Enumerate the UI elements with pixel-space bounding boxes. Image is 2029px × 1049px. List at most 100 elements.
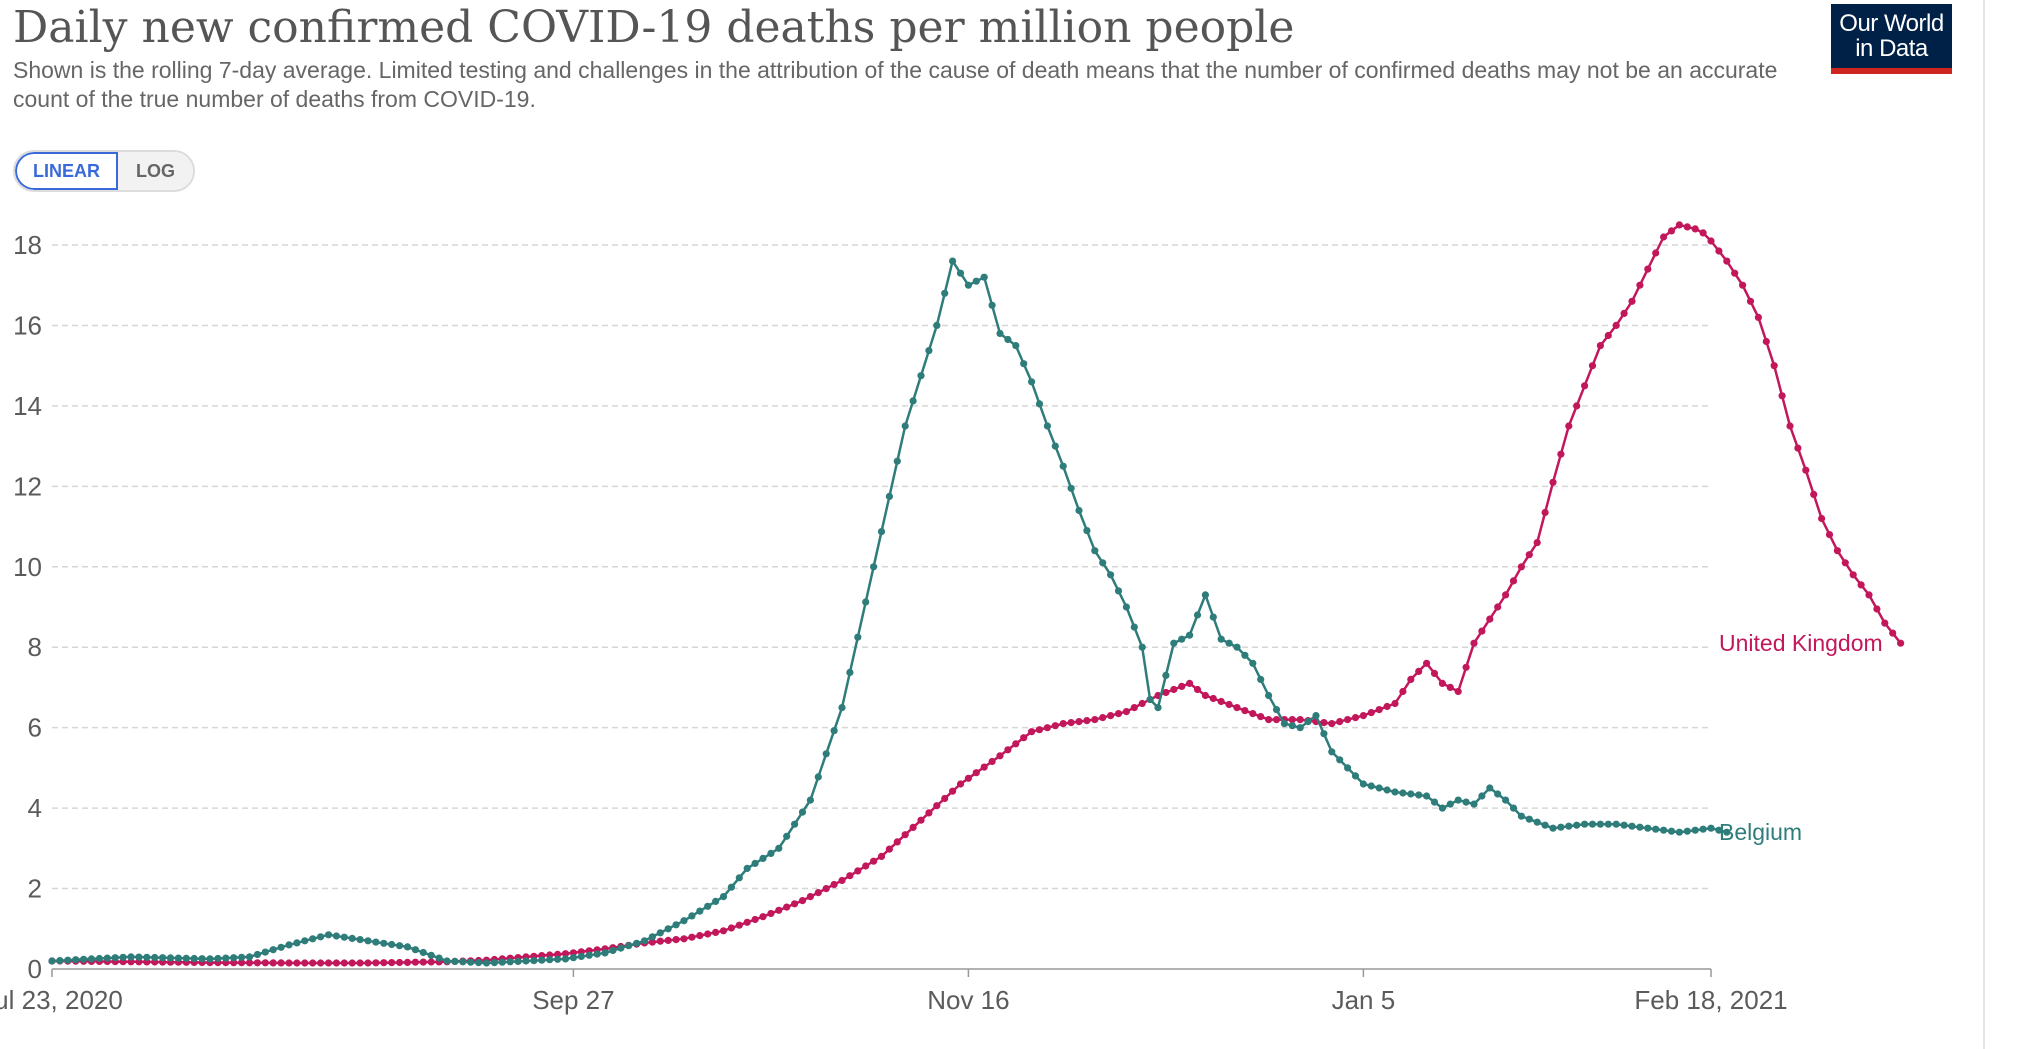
data-point[interactable] xyxy=(309,959,317,967)
data-point[interactable] xyxy=(1320,730,1328,738)
data-point[interactable] xyxy=(1573,402,1581,410)
data-point[interactable] xyxy=(1541,508,1549,517)
data-point[interactable] xyxy=(1383,786,1391,794)
data-point[interactable] xyxy=(751,859,759,868)
data-point[interactable] xyxy=(1502,796,1510,804)
data-point[interactable] xyxy=(1818,514,1826,523)
data-point[interactable] xyxy=(798,808,807,816)
data-point[interactable] xyxy=(1478,627,1486,635)
data-point[interactable] xyxy=(1391,788,1399,796)
data-point[interactable] xyxy=(893,457,901,465)
data-point[interactable] xyxy=(206,955,214,963)
data-point[interactable] xyxy=(561,955,570,963)
data-point[interactable] xyxy=(1099,559,1107,567)
data-point[interactable] xyxy=(1573,821,1581,829)
data-point[interactable] xyxy=(870,563,878,571)
data-point[interactable] xyxy=(332,959,340,967)
data-point[interactable] xyxy=(490,959,498,967)
data-point[interactable] xyxy=(1454,687,1462,696)
data-point[interactable] xyxy=(893,838,901,846)
data-point[interactable] xyxy=(1715,826,1723,834)
data-point[interactable] xyxy=(1533,539,1541,547)
data-point[interactable] xyxy=(1470,639,1478,647)
data-point[interactable] xyxy=(238,953,246,961)
data-point[interactable] xyxy=(798,897,807,905)
data-point[interactable] xyxy=(1375,784,1383,792)
data-point[interactable] xyxy=(1715,247,1723,255)
data-point[interactable] xyxy=(1596,820,1604,828)
data-point[interactable] xyxy=(1075,506,1083,515)
data-point[interactable] xyxy=(190,954,198,963)
data-point[interactable] xyxy=(980,763,988,771)
data-point[interactable] xyxy=(672,921,680,929)
data-point[interactable] xyxy=(1178,635,1186,643)
data-point[interactable] xyxy=(1446,800,1454,808)
data-point[interactable] xyxy=(980,273,988,281)
data-point[interactable] xyxy=(1873,605,1881,613)
data-point[interactable] xyxy=(1430,798,1439,806)
data-point[interactable] xyxy=(1462,798,1470,806)
data-point[interactable] xyxy=(546,956,554,964)
data-point[interactable] xyxy=(1652,825,1660,833)
data-point[interactable] xyxy=(277,959,285,967)
data-point[interactable] xyxy=(806,893,815,901)
data-point[interactable] xyxy=(396,958,404,967)
data-point[interactable] xyxy=(1660,233,1668,241)
data-point[interactable] xyxy=(1691,225,1699,233)
data-point[interactable] xyxy=(1754,313,1762,321)
data-point[interactable] xyxy=(759,913,767,921)
data-point[interactable] xyxy=(1367,782,1375,790)
data-point[interactable] xyxy=(1620,309,1628,317)
data-point[interactable] xyxy=(775,906,783,914)
data-point[interactable] xyxy=(1351,772,1360,780)
data-point[interactable] xyxy=(846,668,854,677)
data-point[interactable] xyxy=(1004,746,1012,754)
linear-scale-button[interactable]: LINEAR xyxy=(15,152,118,190)
data-point[interactable] xyxy=(854,633,862,641)
data-point[interactable] xyxy=(1186,679,1194,688)
data-point[interactable] xyxy=(245,959,254,967)
data-point[interactable] xyxy=(601,949,609,957)
data-point[interactable] xyxy=(443,957,451,965)
data-point[interactable] xyxy=(514,957,522,966)
data-point[interactable] xyxy=(1652,249,1660,257)
data-point[interactable] xyxy=(767,849,775,858)
data-point[interactable] xyxy=(964,774,973,782)
data-point[interactable] xyxy=(348,934,356,943)
data-point[interactable] xyxy=(554,955,562,963)
data-point[interactable] xyxy=(1612,321,1620,329)
data-point[interactable] xyxy=(964,281,973,289)
data-point[interactable] xyxy=(1304,718,1312,726)
data-point[interactable] xyxy=(1588,362,1597,370)
data-point[interactable] xyxy=(972,769,980,777)
data-point[interactable] xyxy=(1012,740,1020,748)
data-point[interactable] xyxy=(696,907,704,915)
data-point[interactable] xyxy=(949,257,957,265)
data-point[interactable] xyxy=(1059,462,1067,470)
data-point[interactable] xyxy=(1549,478,1557,486)
data-point[interactable] xyxy=(1351,714,1360,722)
data-point[interactable] xyxy=(411,958,419,966)
data-point[interactable] xyxy=(1841,559,1849,567)
data-point[interactable] xyxy=(1541,821,1549,829)
data-point[interactable] xyxy=(925,809,933,817)
data-point[interactable] xyxy=(111,954,119,962)
data-point[interactable] xyxy=(1509,804,1518,812)
data-point[interactable] xyxy=(1225,700,1233,709)
data-point[interactable] xyxy=(324,959,333,967)
data-point[interactable] xyxy=(1509,577,1518,585)
data-point[interactable] xyxy=(1035,400,1044,408)
data-point[interactable] xyxy=(1596,342,1604,350)
data-point[interactable] xyxy=(293,939,301,947)
data-point[interactable] xyxy=(214,954,222,963)
data-point[interactable] xyxy=(1209,694,1217,703)
data-point[interactable] xyxy=(1288,716,1296,724)
data-point[interactable] xyxy=(1272,716,1281,724)
data-point[interactable] xyxy=(1122,603,1130,611)
data-point[interactable] xyxy=(956,269,965,277)
data-point[interactable] xyxy=(1178,682,1186,691)
data-point[interactable] xyxy=(411,946,419,954)
data-point[interactable] xyxy=(64,956,72,964)
data-point[interactable] xyxy=(1043,724,1051,732)
data-point[interactable] xyxy=(1889,629,1897,637)
